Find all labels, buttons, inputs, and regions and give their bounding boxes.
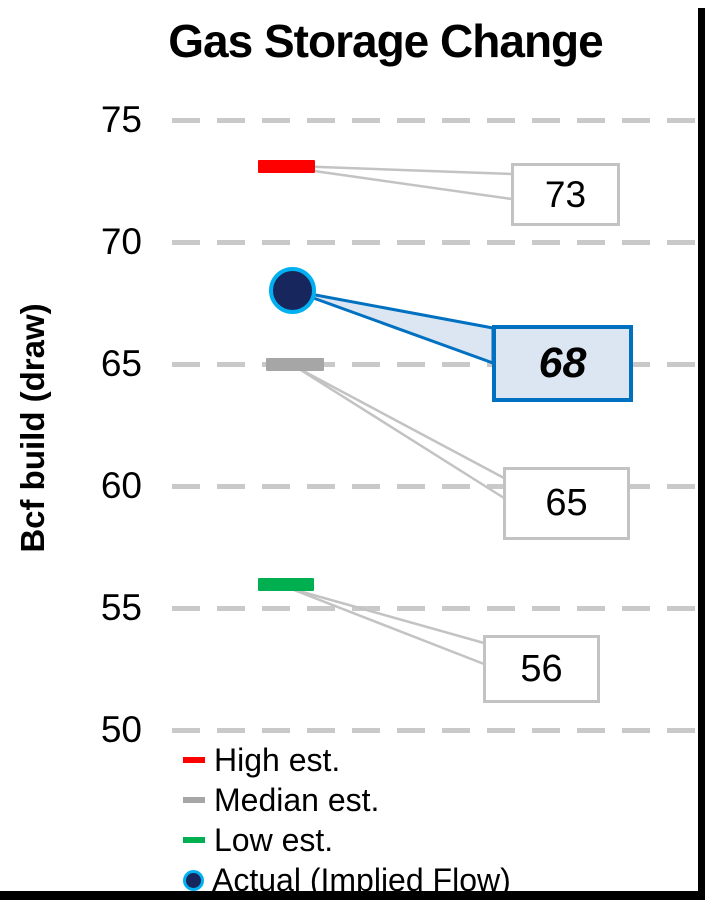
legend-median-est-dash-icon bbox=[183, 797, 205, 803]
legend-low-est-dash-icon bbox=[183, 837, 205, 843]
gridline-55 bbox=[172, 606, 698, 611]
marker-high-est bbox=[258, 160, 315, 173]
frame-bottom-edge bbox=[0, 891, 705, 900]
leader-line-73-upper bbox=[292, 164, 513, 176]
callout-value-high: 73 bbox=[544, 173, 587, 215]
legend-item-high-est: High est. bbox=[183, 740, 511, 780]
legend-median-est-label: Median est. bbox=[214, 781, 380, 818]
marker-median-est bbox=[266, 358, 324, 371]
marker-actual bbox=[269, 267, 316, 314]
y-tick-70: 70 bbox=[100, 221, 142, 262]
legend: High est. Median est. Low est. Actual (I… bbox=[183, 740, 511, 900]
callout-box-low: 56 bbox=[483, 635, 600, 703]
frame-right-edge bbox=[698, 8, 705, 900]
callout-box-actual: 68 bbox=[492, 325, 633, 402]
leader-line-56-upper bbox=[291, 587, 485, 645]
legend-item-median-est: Median est. bbox=[183, 780, 511, 820]
y-tick-60: 60 bbox=[100, 465, 142, 506]
leader-line-65-lower bbox=[295, 365, 505, 500]
marker-low-est bbox=[258, 578, 314, 591]
callout-value-low: 56 bbox=[520, 647, 563, 690]
legend-item-low-est: Low est. bbox=[183, 820, 511, 860]
leader-line-56-lower bbox=[293, 588, 485, 666]
callout-box-high: 73 bbox=[511, 163, 620, 226]
gridline-70 bbox=[172, 240, 698, 245]
y-axis-title: Bcf build (draw) bbox=[14, 303, 51, 553]
y-tick-55: 55 bbox=[100, 587, 142, 628]
callout-value-median: 65 bbox=[545, 482, 588, 524]
callout-box-median: 65 bbox=[503, 467, 630, 540]
y-tick-50: 50 bbox=[100, 709, 142, 750]
leader-line-65-upper bbox=[293, 364, 505, 480]
gridline-75 bbox=[172, 118, 698, 123]
gridline-50 bbox=[172, 728, 698, 733]
leader-wedge-68 bbox=[292, 289, 495, 365]
y-tick-65: 65 bbox=[100, 343, 142, 384]
gridline-65 bbox=[172, 362, 698, 367]
legend-low-est-label: Low est. bbox=[214, 821, 334, 858]
leader-line-73-lower bbox=[292, 166, 513, 201]
chart-title: Gas Storage Change bbox=[168, 15, 603, 67]
legend-high-est-label: High est. bbox=[214, 741, 341, 778]
y-tick-75: 75 bbox=[100, 99, 142, 140]
callout-value-actual: 68 bbox=[538, 339, 587, 387]
legend-high-est-dash-icon bbox=[183, 757, 205, 763]
legend-actual-circle-icon bbox=[183, 869, 204, 891]
